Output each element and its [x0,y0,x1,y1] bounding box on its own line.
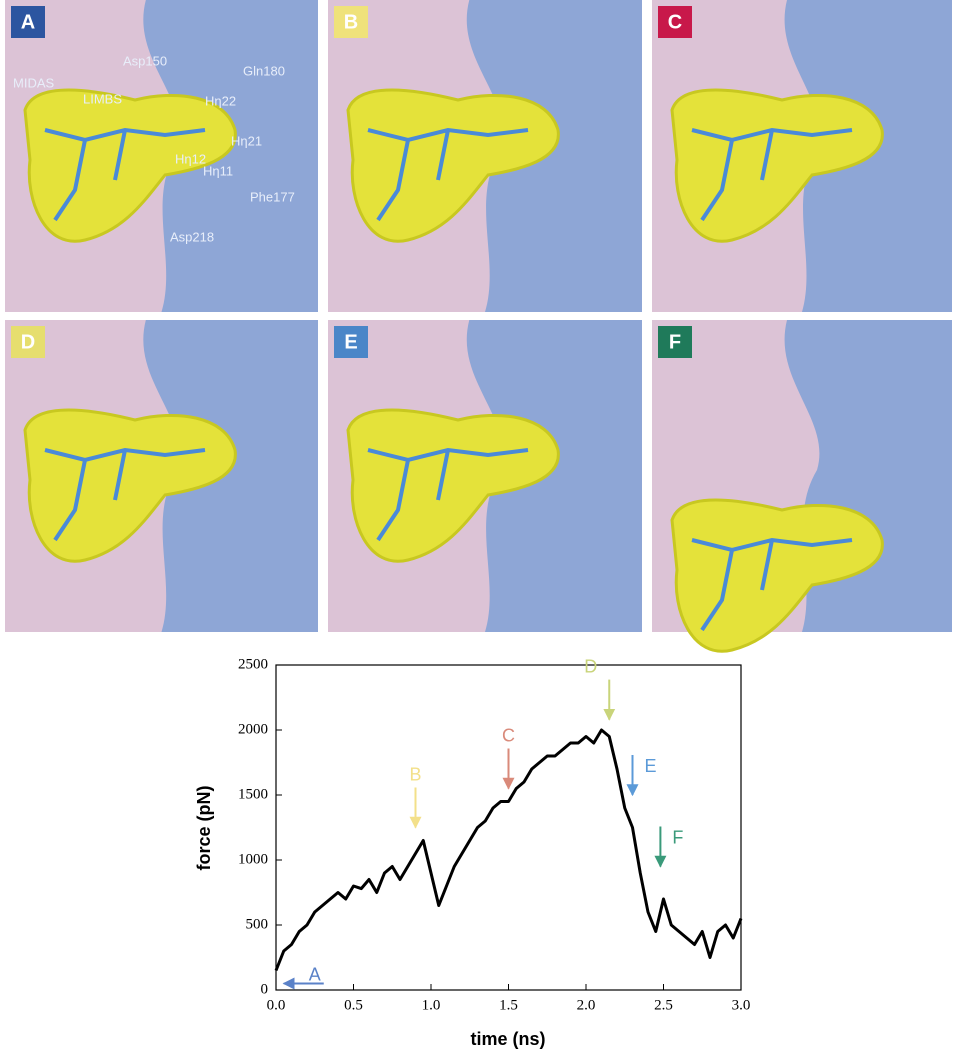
x-tick-label: 3.0 [732,997,751,1013]
residue-label: MIDAS [13,75,55,90]
ligand-surface [670,88,884,243]
ligand-sticks [367,447,529,542]
panel-badge [334,326,368,358]
panel: C [652,0,952,312]
panel: A MIDAS LIMBS Asp150 Gln180 Phe177 Asp218 Hη22 H… [5,0,318,312]
residue-label: Hη22 [205,93,236,108]
annotation-label: F [672,827,683,847]
residue-label: Gln180 [243,63,285,78]
annotation-label: A [309,964,321,984]
y-tick-label: 0 [261,981,269,997]
ligand-surface [23,88,237,243]
y-tick-label: 2500 [238,656,268,672]
panel-letter: D [21,331,35,353]
panel-letter: E [344,331,357,353]
residue-label: Hη12 [175,151,206,166]
panel: D [5,320,318,632]
residue-label: LIMBS [83,91,122,106]
residue-label: Hη21 [231,133,262,148]
panel-letter: F [669,331,681,353]
x-tick-label: 1.5 [499,997,518,1013]
blue-surface [143,320,318,632]
x-tick-label: 0.5 [344,997,363,1013]
panel-badge [658,326,692,358]
residue-label: Hη11 [203,163,233,178]
ligand-surface [23,408,237,563]
residue-label: Asp218 [170,229,214,244]
blue-surface [466,0,642,312]
y-tick-label: 2000 [238,721,268,737]
ligand-surface [670,498,884,653]
blue-surface [143,0,318,312]
y-tick-label: 1500 [238,786,268,802]
ligand-surface [346,88,560,243]
ligand-sticks [691,537,853,632]
panel-letter: B [344,11,358,33]
panel-badge [11,326,45,358]
x-tick-label: 1.0 [422,997,441,1013]
y-axis-label: force (pN) [194,785,214,870]
panel-letter: A [21,11,35,33]
annotation-label: D [584,656,597,676]
x-tick-label: 0.0 [267,997,286,1013]
force-line [274,728,743,972]
plot-frame [275,664,742,991]
ligand-sticks [691,127,853,222]
annotation-label: E [645,756,657,776]
residue-label: Phe177 [250,189,295,204]
panel-badge [11,6,45,38]
ligand-sticks [367,127,529,222]
annotation-label: B [409,764,421,784]
y-tick-label: 500 [246,916,269,932]
blue-surface [466,320,642,632]
y-tick-label: 1000 [238,851,268,867]
panel-letter: C [668,11,682,33]
x-tick-label: 2.0 [577,997,596,1013]
panel: E [328,320,642,632]
ligand-sticks [44,127,206,222]
panel-badge [658,6,692,38]
x-axis-label: time (ns) [470,1029,545,1049]
annotation-label: C [502,725,515,745]
x-tick-label: 2.5 [654,997,673,1013]
panel-badge [334,6,368,38]
residue-label: Asp150 [123,53,167,68]
ligand-sticks [44,447,206,542]
ligand-surface [346,408,560,563]
panel: B [328,0,642,312]
panel: F [652,320,952,653]
